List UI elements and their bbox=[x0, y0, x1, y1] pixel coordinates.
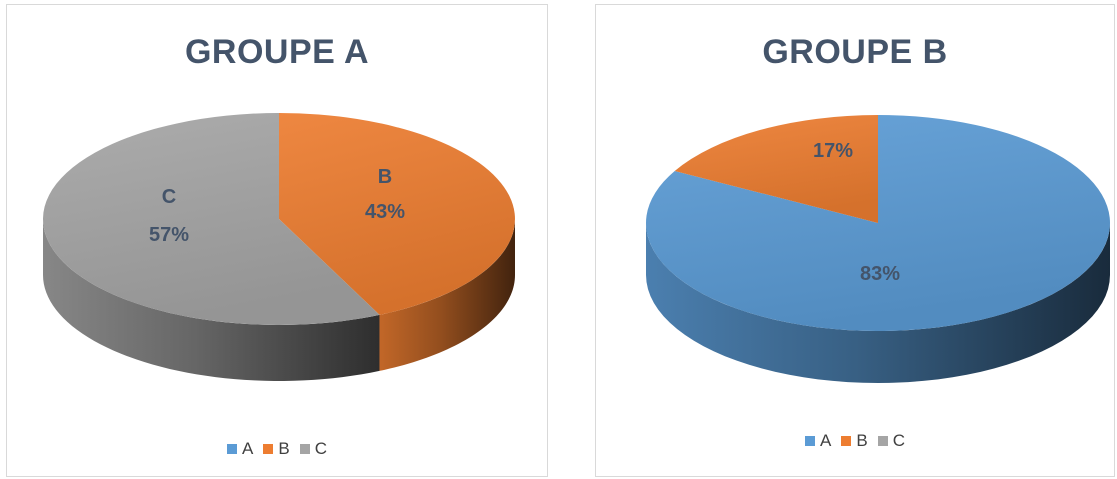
legend-swatch-b bbox=[841, 436, 851, 446]
slice-value-label-b: 43% bbox=[365, 201, 405, 223]
legend-label-b: B bbox=[856, 431, 867, 451]
legend-label-a: A bbox=[242, 439, 253, 459]
chart-panel-groupe-a: GROUPE A B 43% C 57% A B C bbox=[6, 4, 548, 477]
legend-swatch-a bbox=[227, 444, 237, 454]
legend-item-c: C bbox=[878, 431, 905, 451]
legend-swatch-c bbox=[300, 444, 310, 454]
legend-item-b: B bbox=[263, 439, 289, 459]
legend-label-a: A bbox=[820, 431, 831, 451]
legend-swatch-c bbox=[878, 436, 888, 446]
legend-swatch-a bbox=[805, 436, 815, 446]
legend-swatch-b bbox=[263, 444, 273, 454]
legend-item-a: A bbox=[805, 431, 831, 451]
slice-value-label-a: 83% bbox=[860, 263, 900, 285]
slice-value-label-c: 57% bbox=[149, 224, 189, 246]
slice-category-label-b: B bbox=[378, 166, 392, 188]
pie-chart: 83% 17% bbox=[596, 5, 1116, 478]
legend: A B C bbox=[596, 431, 1114, 451]
legend-label-b: B bbox=[278, 439, 289, 459]
legend-label-c: C bbox=[893, 431, 905, 451]
slice-category-label-c: C bbox=[162, 186, 176, 208]
legend-item-b: B bbox=[841, 431, 867, 451]
legend-label-c: C bbox=[315, 439, 327, 459]
legend: A B C bbox=[7, 439, 547, 459]
legend-item-a: A bbox=[227, 439, 253, 459]
legend-item-c: C bbox=[300, 439, 327, 459]
slice-value-label-b: 17% bbox=[813, 140, 853, 162]
chart-panel-groupe-b: GROUPE B 83% 17% A B C bbox=[595, 4, 1115, 477]
pie-chart: B 43% C 57% bbox=[7, 5, 549, 478]
